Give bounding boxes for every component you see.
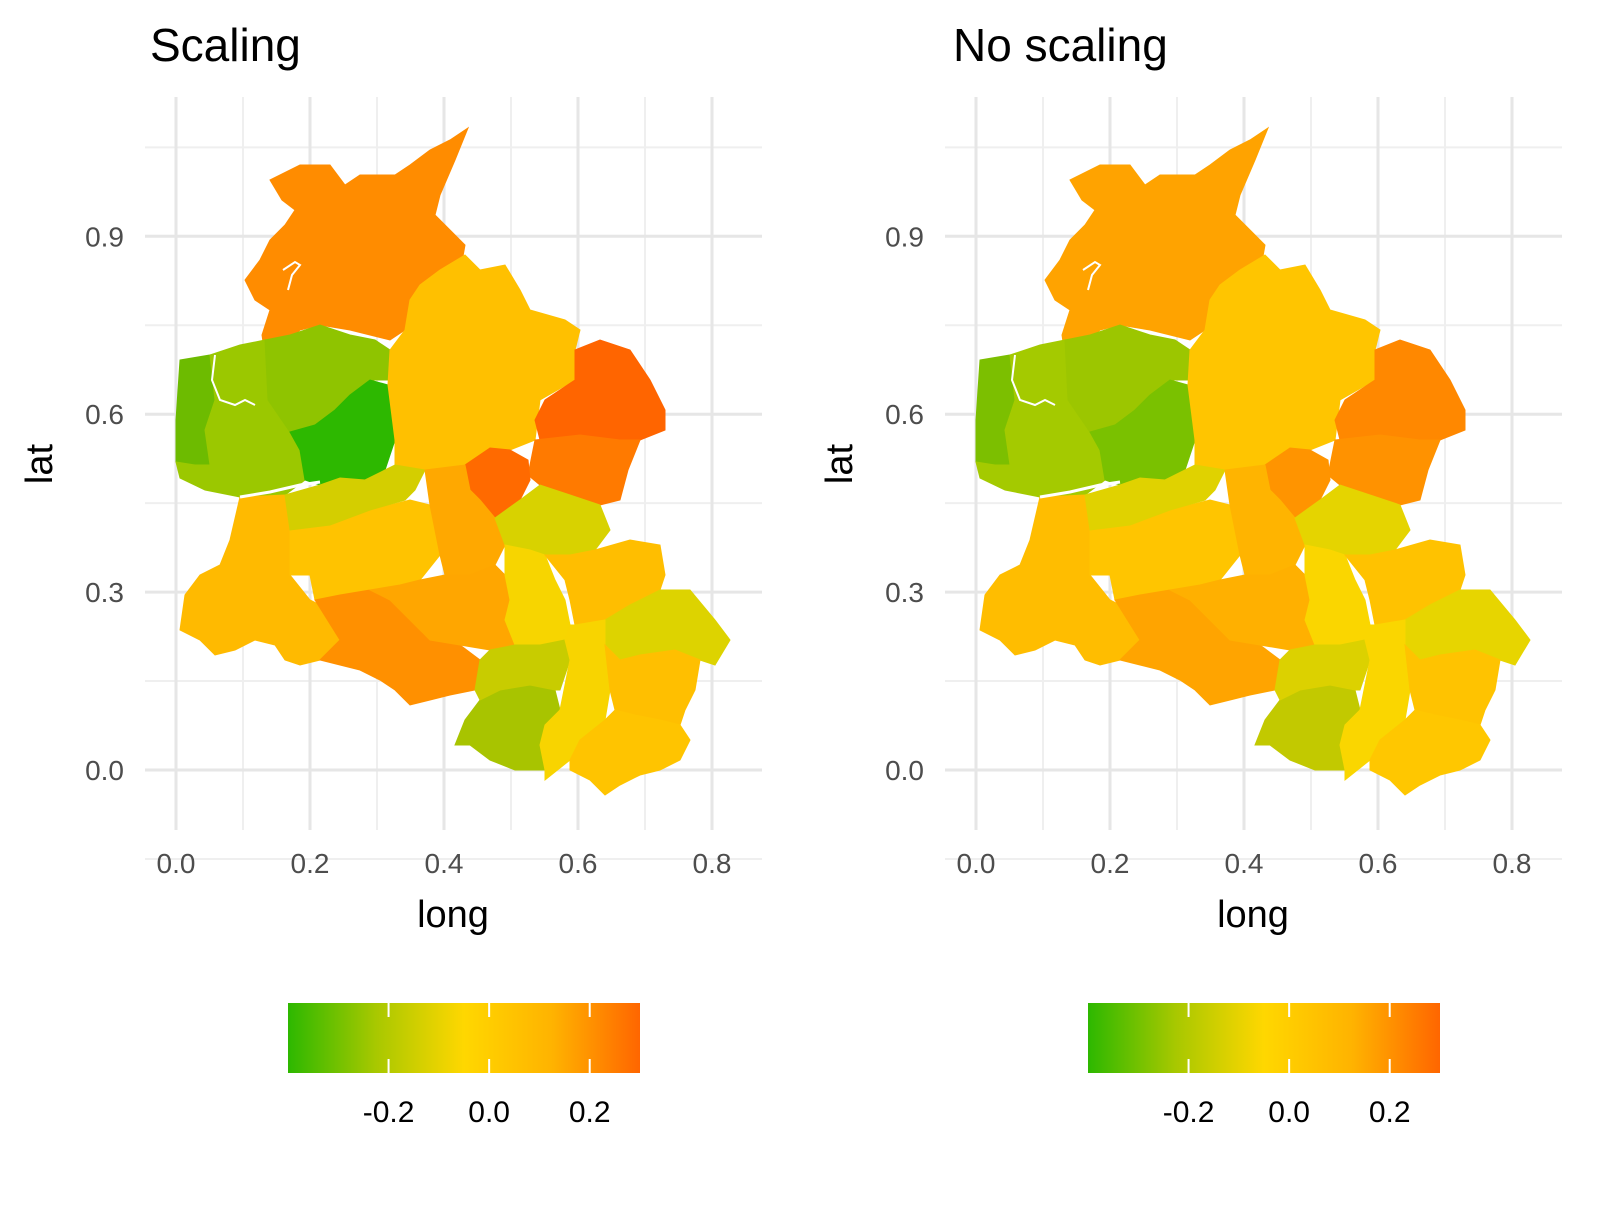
estuary-line — [1082, 260, 1102, 291]
estuary-line — [282, 260, 302, 291]
panel-scaling: Scaling 0.0 0.2 0.4 0.6 0.8 0.9 0.6 0.3 0.0 long l… — [0, 0, 800, 1200]
region-s-mid-green — [474, 639, 571, 701]
region-s-mid-green — [1274, 639, 1371, 701]
y-tick-label: 0.9 — [885, 221, 924, 252]
x-tick-label: 0.8 — [1493, 848, 1532, 879]
y-tick-label: 0.0 — [885, 755, 924, 786]
region-sw — [979, 494, 1141, 666]
legend-colorbar — [288, 1003, 640, 1073]
x-axis-title: long — [417, 894, 489, 936]
estuary-line — [1010, 354, 1056, 407]
x-tick-label: 0.6 — [1359, 848, 1398, 879]
panel-title: No scaling — [953, 19, 1168, 71]
x-tick-label: 0.2 — [1091, 848, 1130, 879]
estuary-line — [210, 354, 256, 407]
y-tick-label: 0.3 — [885, 577, 924, 608]
panel-no-scaling: No scaling 0.0 0.2 0.4 0.6 0.8 0.9 0.6 0.3 0.0 lo… — [800, 0, 1600, 1200]
x-tick-label: 0.4 — [425, 848, 464, 879]
y-tick-label: 0.6 — [885, 399, 924, 430]
y-tick-label: 0.9 — [85, 221, 124, 252]
map-plot: 0.0 0.2 0.4 0.6 0.8 0.9 0.6 0.3 0.0 long lat -0.2 0.… — [819, 97, 1562, 1129]
y-axis-title: lat — [819, 443, 861, 484]
region-se-south — [1369, 709, 1491, 796]
y-tick-label: 0.3 — [85, 577, 124, 608]
coastline — [210, 260, 321, 499]
panel-title: Scaling — [150, 19, 301, 71]
regions — [175, 126, 731, 796]
y-tick-label: 0.6 — [85, 399, 124, 430]
x-axis-title: long — [1217, 894, 1289, 936]
estuary-line — [1039, 480, 1121, 499]
legend-tick-label: -0.2 — [1163, 1096, 1215, 1129]
estuary-line — [239, 480, 321, 499]
region-west-green — [1089, 379, 1196, 486]
legend-colorbar — [1088, 1003, 1440, 1073]
region-center-south-1 — [424, 464, 506, 576]
x-tick-label: 0.0 — [957, 848, 996, 879]
region-se-south — [569, 709, 691, 796]
region-east-mid — [1327, 434, 1441, 506]
legend-tick-label: 0.0 — [468, 1096, 510, 1129]
x-tick-label: 0.8 — [693, 848, 732, 879]
legend-tick-label: 0.0 — [1268, 1096, 1310, 1129]
y-axis-title: lat — [19, 443, 61, 484]
region-east-mid — [527, 434, 641, 506]
legend-tick-label: 0.2 — [1369, 1096, 1411, 1129]
region-west-green — [289, 379, 396, 486]
x-tick-label: 0.6 — [559, 848, 598, 879]
y-tick-label: 0.0 — [85, 755, 124, 786]
legend-tick-label: -0.2 — [363, 1096, 415, 1129]
region-center-south-1 — [1224, 464, 1306, 576]
x-tick-label: 0.4 — [1225, 848, 1264, 879]
coastline — [1010, 260, 1121, 499]
region-sw — [179, 494, 341, 666]
map-plot: 0.0 0.2 0.4 0.6 0.8 0.9 0.6 0.3 0.0 long lat -0.2 0.… — [19, 97, 762, 1129]
legend-tick-label: 0.2 — [569, 1096, 611, 1129]
x-tick-label: 0.0 — [157, 848, 196, 879]
regions — [975, 126, 1531, 796]
x-tick-label: 0.2 — [291, 848, 330, 879]
